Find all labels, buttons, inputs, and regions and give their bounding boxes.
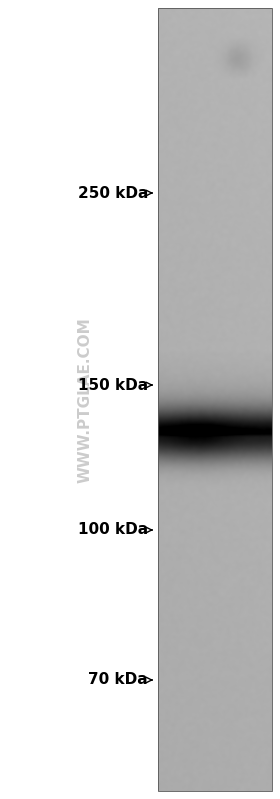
Text: WWW.PTGLAE.COM: WWW.PTGLAE.COM bbox=[78, 317, 92, 483]
Text: 100 kDa: 100 kDa bbox=[78, 523, 148, 538]
Text: 70 kDa: 70 kDa bbox=[88, 673, 148, 687]
Bar bbox=[158, 8, 272, 791]
Text: 150 kDa: 150 kDa bbox=[78, 377, 148, 392]
Text: 250 kDa: 250 kDa bbox=[78, 185, 148, 201]
